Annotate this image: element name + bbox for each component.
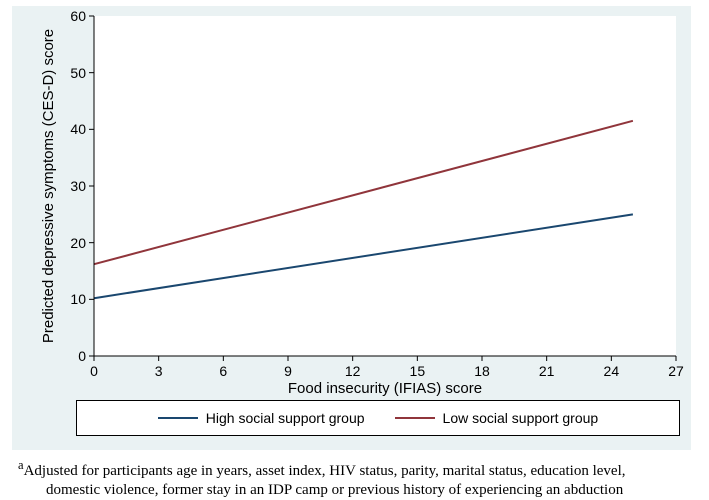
footnote-text: aAdjusted for participants age in years,… bbox=[18, 458, 698, 500]
x-tick-label: 18 bbox=[474, 363, 490, 379]
y-tick-label: 20 bbox=[66, 235, 86, 251]
x-tick-label: 6 bbox=[219, 363, 227, 379]
x-axis-label: Food insecurity (IFIAS) score bbox=[94, 380, 676, 397]
x-tick-label: 15 bbox=[410, 363, 426, 379]
x-tick-label: 0 bbox=[90, 363, 98, 379]
y-tick-label: 0 bbox=[66, 348, 86, 364]
y-tick-label: 30 bbox=[66, 178, 86, 194]
legend-swatch bbox=[158, 417, 198, 419]
x-tick-label: 9 bbox=[284, 363, 292, 379]
x-tick-label: 24 bbox=[604, 363, 620, 379]
legend-swatch bbox=[395, 417, 435, 419]
footnote-line1: Adjusted for participants age in years, … bbox=[24, 463, 626, 479]
x-tick-label: 27 bbox=[668, 363, 684, 379]
y-tick-label: 40 bbox=[66, 121, 86, 137]
legend-item: Low social support group bbox=[395, 410, 599, 426]
y-axis-label: Predicted depressive symptoms (CES-D) sc… bbox=[40, 16, 57, 356]
y-tick-label: 60 bbox=[66, 8, 86, 24]
y-tick-label: 50 bbox=[66, 65, 86, 81]
footnote-line2: domestic violence, former stay in an IDP… bbox=[18, 482, 623, 498]
y-tick-label: 10 bbox=[66, 291, 86, 307]
figure-root: 0 3 6 9 12 15 18 21 24 27 0 10 20 30 40 50 60 Food inse… bbox=[0, 0, 709, 500]
legend-label: Low social support group bbox=[443, 410, 599, 426]
x-tick-label: 21 bbox=[539, 363, 555, 379]
chart-legend: High social support group Low social supp… bbox=[76, 400, 680, 436]
x-tick-label: 3 bbox=[155, 363, 163, 379]
legend-label: High social support group bbox=[206, 410, 365, 426]
legend-item: High social support group bbox=[158, 410, 365, 426]
x-tick-label: 12 bbox=[345, 363, 361, 379]
